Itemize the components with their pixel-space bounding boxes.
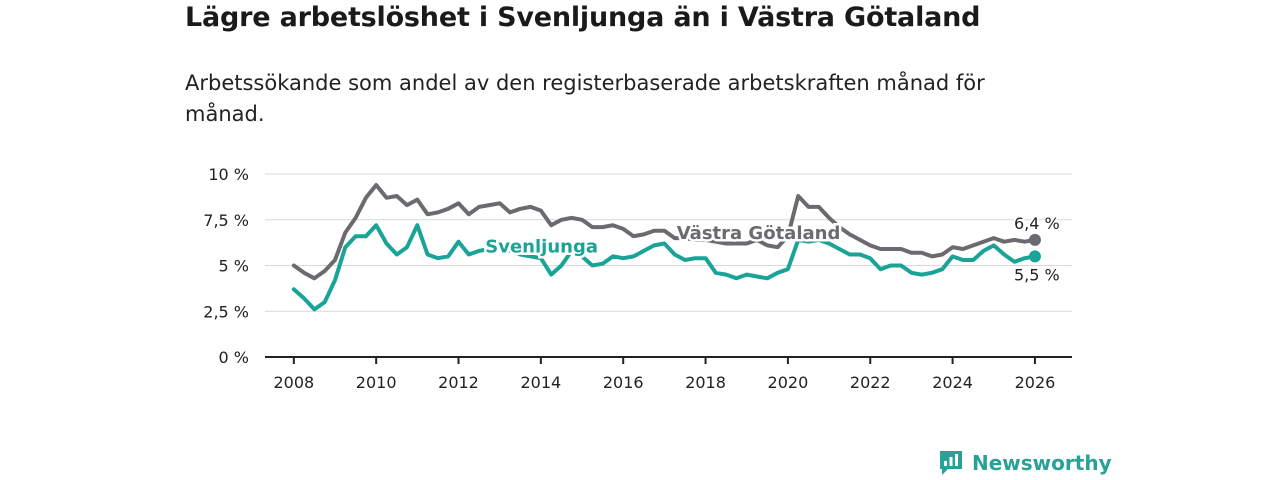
y-tick-label: 2,5 % (203, 302, 249, 321)
x-tick-label: 2018 (685, 373, 726, 392)
series-lines (291, 183, 1041, 312)
y-tick-label: 5 % (219, 257, 249, 276)
series-labels: 6,4 % 5,5 % Västra Götaland Svenljunga (483, 212, 1062, 286)
series-line-0 (291, 183, 1037, 281)
series-label-svenljunga: Svenljunga (485, 237, 598, 258)
series-end-label-1: 5,5 % (1014, 265, 1060, 284)
x-tick-label: 2012 (438, 373, 479, 392)
x-tick-label: 2008 (273, 373, 314, 392)
x-tick-label: 2024 (932, 373, 973, 392)
x-tick-label: 2010 (356, 373, 397, 392)
y-tick-label: 0 % (219, 348, 249, 367)
x-tick-label: 2022 (850, 373, 891, 392)
x-tick-label: 2016 (603, 373, 644, 392)
x-tick-label: 2020 (768, 373, 809, 392)
x-tick-label: 2026 (1015, 373, 1056, 392)
series-end-dot-0 (1028, 233, 1041, 246)
series-label-vastra-gotaland: Västra Götaland (677, 223, 841, 244)
chart-title: Lägre arbetslöshet i Svenljunga än i Väs… (185, 2, 981, 33)
y-tick-label: 7,5 % (203, 211, 249, 230)
gridlines (265, 173, 1072, 312)
y-axis-ticks: 0 % 2,5 % 5 % 7,5 % 10 % (203, 165, 249, 367)
x-axis: 2008 2010 2012 2014 2016 2018 2020 2022 2024 2026 (265, 356, 1072, 392)
series-end-label-0: 6,4 % (1014, 214, 1060, 233)
chart-subtitle: Arbetssökande som andel av den registerb… (185, 71, 985, 126)
newsworthy-logo: Newsworthy (938, 449, 1112, 477)
series-line-1 (291, 223, 1037, 312)
series-end-dot-1 (1028, 250, 1041, 263)
y-tick-label: 10 % (208, 165, 249, 184)
newsworthy-icon (940, 451, 962, 475)
x-tick-label: 2014 (521, 373, 562, 392)
brand-name: Newsworthy (972, 451, 1112, 475)
